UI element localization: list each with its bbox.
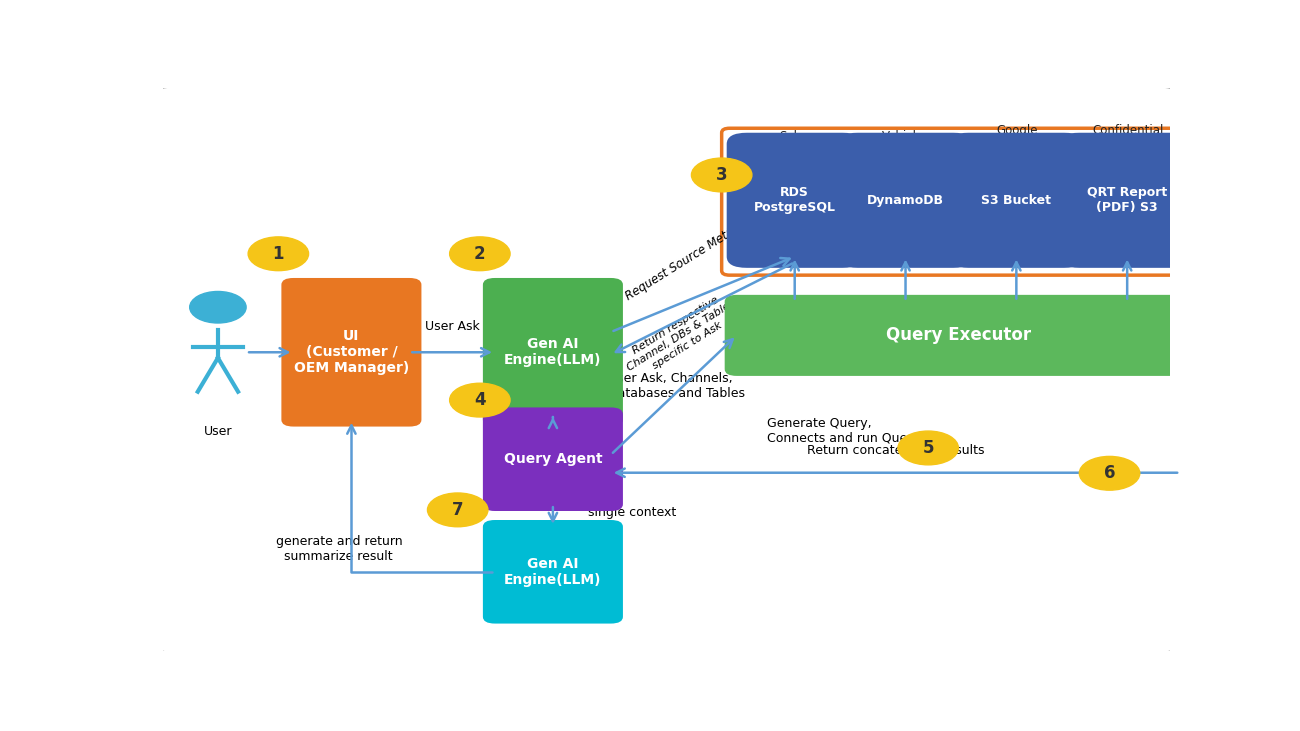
Text: 4: 4 — [474, 391, 486, 409]
FancyBboxPatch shape — [155, 86, 1178, 654]
Text: Confidential
Complaints
to OEM: Confidential Complaints to OEM — [1092, 124, 1164, 167]
Text: UI
(Customer /
OEM Manager): UI (Customer / OEM Manager) — [294, 329, 410, 376]
Circle shape — [428, 493, 488, 527]
Text: 1: 1 — [273, 245, 285, 262]
Text: User Ask: User Ask — [425, 320, 480, 333]
FancyBboxPatch shape — [1060, 133, 1195, 268]
Text: generate and return
summarize result: generate and return summarize result — [276, 535, 402, 564]
Text: Gen AI
Engine(LLM): Gen AI Engine(LLM) — [504, 557, 602, 587]
FancyBboxPatch shape — [281, 278, 421, 427]
FancyBboxPatch shape — [727, 133, 863, 268]
Text: 3: 3 — [716, 166, 728, 184]
Text: User: User — [204, 425, 233, 439]
Text: User Ask, Channels,
Databases and Tables: User Ask, Channels, Databases and Tables — [608, 372, 745, 400]
Circle shape — [898, 431, 958, 465]
FancyBboxPatch shape — [837, 133, 974, 268]
Text: Return respective
Channel, DBs & Tables
specific to Ask: Return respective Channel, DBs & Tables … — [619, 288, 744, 383]
Circle shape — [450, 237, 510, 270]
Text: 6: 6 — [1104, 464, 1115, 482]
Text: Request Source Metadata: Request Source Metadata — [623, 211, 759, 303]
FancyBboxPatch shape — [482, 520, 623, 624]
Text: QRT Report
(PDF) S3: QRT Report (PDF) S3 — [1087, 186, 1167, 214]
Text: Generate Query,
Connects and run Query: Generate Query, Connects and run Query — [767, 417, 920, 445]
Text: S3 Bucket: S3 Bucket — [982, 194, 1052, 207]
Text: Google
Reviews
JSON: Google Reviews JSON — [993, 124, 1041, 167]
Text: single context: single context — [588, 506, 676, 519]
Circle shape — [692, 158, 751, 192]
Text: Return concatenated results: Return concatenated results — [807, 444, 984, 457]
FancyBboxPatch shape — [949, 133, 1084, 268]
Text: RDS
PostgreSQL: RDS PostgreSQL — [754, 186, 836, 214]
Circle shape — [190, 292, 246, 323]
FancyBboxPatch shape — [482, 407, 623, 511]
Circle shape — [450, 383, 510, 417]
Text: 7: 7 — [452, 501, 464, 519]
Circle shape — [1079, 456, 1140, 491]
Text: 5: 5 — [923, 439, 933, 457]
Text: Query Agent: Query Agent — [503, 452, 602, 466]
Circle shape — [248, 237, 308, 270]
Text: Sales
Transactions: Sales Transactions — [758, 130, 832, 158]
FancyBboxPatch shape — [724, 295, 1192, 376]
Text: DynamoDB: DynamoDB — [867, 194, 944, 207]
Text: 2: 2 — [474, 245, 486, 262]
Text: Vehicles
Metadata: Vehicles Metadata — [878, 130, 935, 158]
Text: Query Executor: Query Executor — [885, 326, 1031, 344]
FancyBboxPatch shape — [482, 278, 623, 427]
Text: Gen AI
Engine(LLM): Gen AI Engine(LLM) — [504, 337, 602, 368]
